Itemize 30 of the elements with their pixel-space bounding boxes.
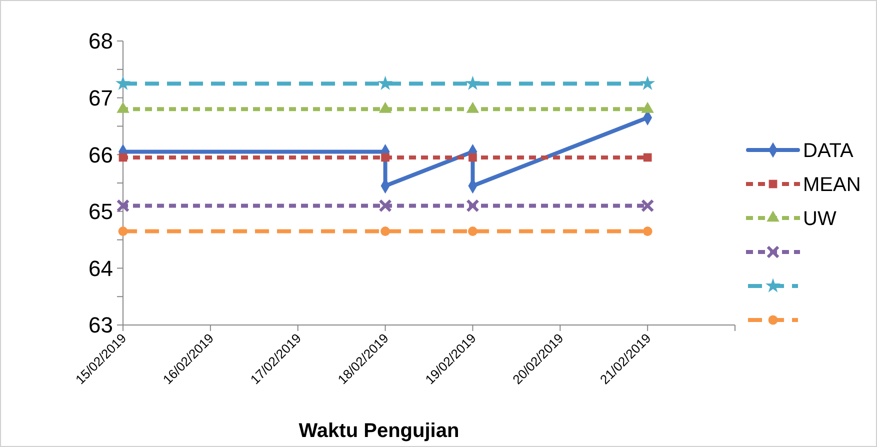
point bbox=[380, 226, 390, 236]
legend-label: DATA bbox=[803, 140, 854, 162]
point bbox=[118, 226, 128, 236]
point bbox=[378, 199, 392, 212]
point bbox=[378, 102, 392, 113]
point bbox=[641, 102, 654, 113]
y-tick-label: 67 bbox=[88, 86, 113, 110]
y-tick-label: 64 bbox=[88, 256, 113, 281]
point bbox=[468, 226, 478, 236]
point bbox=[640, 76, 656, 90]
point bbox=[468, 153, 477, 162]
legend-label: MEAN bbox=[803, 174, 861, 196]
point bbox=[116, 102, 130, 113]
point bbox=[465, 76, 480, 90]
point bbox=[466, 102, 480, 113]
y-tick-label: 66 bbox=[88, 142, 113, 168]
point bbox=[381, 153, 390, 162]
legend-label: UW bbox=[803, 208, 836, 230]
point bbox=[466, 199, 480, 212]
point bbox=[640, 199, 654, 212]
point bbox=[642, 226, 652, 236]
y-tick-label: 63 bbox=[88, 312, 113, 338]
point bbox=[643, 153, 652, 162]
point bbox=[116, 199, 130, 212]
point bbox=[118, 153, 128, 162]
x-axis-title: Waktu Pengujian bbox=[298, 420, 460, 442]
point bbox=[115, 76, 131, 90]
point bbox=[378, 76, 393, 90]
y-tick-label: 68 bbox=[88, 28, 113, 54]
y-tick-label: 65 bbox=[88, 199, 113, 224]
